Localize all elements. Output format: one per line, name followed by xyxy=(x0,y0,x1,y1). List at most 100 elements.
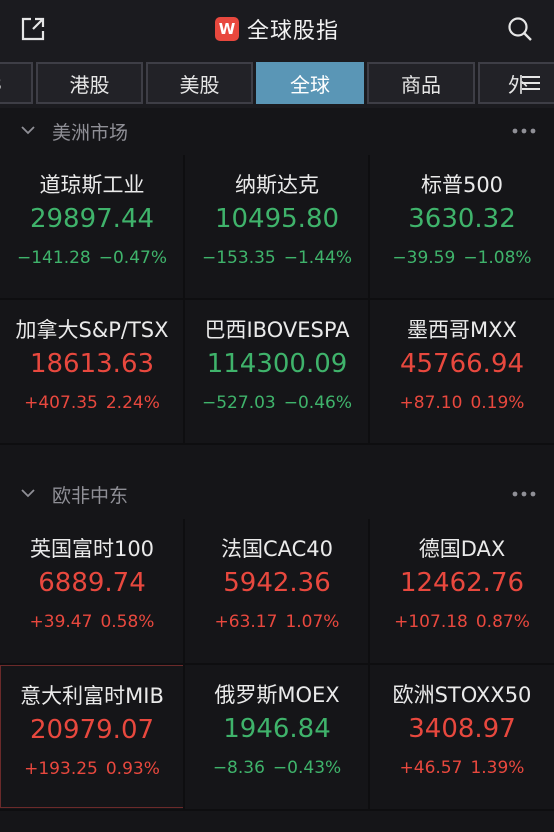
index-change-row: +407.35 2.24% xyxy=(0,393,184,413)
index-change-row: −153.35 −1.44% xyxy=(185,248,369,268)
index-price: 1946.84 xyxy=(223,714,331,744)
index-percent: 1.07% xyxy=(285,612,340,632)
grid-divider xyxy=(0,663,554,665)
index-change: +46.57 xyxy=(399,758,463,778)
index-cell[interactable]: 加拿大S&P/TSX 18613.63 +407.35 2.24% xyxy=(0,300,184,443)
chevron-down-icon xyxy=(21,489,35,498)
more-icon[interactable] xyxy=(512,491,536,497)
grid-divider xyxy=(0,298,554,300)
index-name: 道琼斯工业 xyxy=(39,173,145,197)
tab-forex[interactable]: 外 xyxy=(478,62,554,104)
index-change-row: −141.28 −0.47% xyxy=(0,248,184,268)
index-price: 5942.36 xyxy=(223,568,331,598)
index-change: −8.36 xyxy=(212,758,265,778)
index-cell[interactable]: 欧洲STOXX50 3408.97 +46.57 1.39% xyxy=(370,665,554,808)
share-icon[interactable] xyxy=(20,16,46,42)
index-change: −153.35 xyxy=(202,248,276,268)
index-name: 法国CAC40 xyxy=(220,537,334,561)
index-percent: −1.08% xyxy=(463,248,532,268)
section-header-americas[interactable]: 美洲市场 xyxy=(0,108,554,154)
chevron-down-icon xyxy=(21,126,35,135)
title-text: 全球股指 xyxy=(246,19,339,44)
index-name: 纳斯达克 xyxy=(235,173,319,197)
index-name: 德国DAX xyxy=(418,537,506,561)
index-change-row: +39.47 0.58% xyxy=(0,612,184,632)
index-percent: 2.24% xyxy=(105,393,160,413)
index-change-row: −8.36 −0.43% xyxy=(185,758,369,778)
index-change-row: +46.57 1.39% xyxy=(370,758,554,778)
index-name: 英国富时100 xyxy=(29,537,155,561)
tab-label: 外 xyxy=(508,72,528,97)
market-tabs: s 港股 美股 全球 商品 外 xyxy=(0,58,554,108)
index-percent: 0.93% xyxy=(105,759,160,779)
more-icon[interactable] xyxy=(512,128,536,134)
index-price: 20979.07 xyxy=(29,715,155,745)
index-price: 3630.32 xyxy=(408,204,516,234)
index-change: +407.35 xyxy=(24,393,98,413)
index-cell[interactable]: 纳斯达克 10495.80 −153.35 −1.44% xyxy=(185,155,369,298)
index-cell[interactable]: 德国DAX 12462.76 +107.18 0.87% xyxy=(370,519,554,662)
menu-icon[interactable] xyxy=(520,72,542,94)
index-cell[interactable]: 标普500 3630.32 −39.59 −1.08% xyxy=(370,155,554,298)
index-change: +87.10 xyxy=(399,393,463,413)
section-label: 欧非中东 xyxy=(52,484,129,507)
grid-divider xyxy=(0,443,554,445)
tab-commodities[interactable]: 商品 xyxy=(367,62,475,104)
tab-label: 美股 xyxy=(179,72,220,97)
index-change-row: +107.18 0.87% xyxy=(370,612,554,632)
index-name: 俄罗斯MOEX xyxy=(214,683,340,707)
index-cell[interactable]: 意大利富时MIB 20979.07 +193.25 0.93% xyxy=(0,665,184,808)
tab-previous[interactable]: s xyxy=(0,62,33,104)
index-price: 12462.76 xyxy=(399,568,525,598)
index-percent: −0.43% xyxy=(272,758,342,778)
index-price: 29897.44 xyxy=(29,204,155,234)
tab-us[interactable]: 美股 xyxy=(146,62,253,104)
index-name: 加拿大S&P/TSX xyxy=(15,318,169,342)
index-change-row: −39.59 −1.08% xyxy=(370,248,554,268)
index-cell[interactable]: 英国富时100 6889.74 +39.47 0.58% xyxy=(0,519,184,662)
tab-label: 全球 xyxy=(290,72,330,97)
index-change: +39.47 xyxy=(29,612,93,632)
index-name: 欧洲STOXX50 xyxy=(392,683,532,707)
index-price: 45766.94 xyxy=(399,349,525,379)
tab-label: 港股 xyxy=(69,72,110,97)
index-cell[interactable]: 墨西哥MXX 45766.94 +87.10 0.19% xyxy=(370,300,554,443)
tab-global[interactable]: 全球 xyxy=(256,62,364,104)
index-percent: 1.39% xyxy=(470,758,525,778)
index-cell[interactable]: 巴西IBOVESPA 114300.09 −527.03 −0.46% xyxy=(185,300,369,443)
index-change-row: +63.17 1.07% xyxy=(185,612,369,632)
index-price: 6889.74 xyxy=(38,568,146,598)
search-icon[interactable] xyxy=(506,15,534,43)
index-change: +193.25 xyxy=(24,759,98,779)
app-logo: W xyxy=(214,17,239,41)
index-percent: 0.19% xyxy=(470,393,525,413)
index-price: 3408.97 xyxy=(408,714,516,744)
index-change-row: −527.03 −0.46% xyxy=(185,393,369,413)
index-change: −39.59 xyxy=(392,248,456,268)
index-price: 18613.63 xyxy=(29,349,155,379)
app-header: W 全球股指 xyxy=(0,0,554,58)
index-percent: −1.44% xyxy=(283,248,352,268)
index-percent: 0.58% xyxy=(100,612,155,632)
section-header-emea[interactable]: 欧非中东 xyxy=(0,471,554,517)
tab-hk[interactable]: 港股 xyxy=(36,62,143,104)
page-title: W 全球股指 xyxy=(0,0,554,58)
index-price: 10495.80 xyxy=(214,204,340,234)
index-percent: 0.87% xyxy=(475,612,530,632)
grid-divider xyxy=(0,809,554,811)
index-price: 114300.09 xyxy=(206,349,348,379)
index-change: +107.18 xyxy=(394,612,468,632)
index-name: 墨西哥MXX xyxy=(407,318,517,342)
index-name: 标普500 xyxy=(420,173,504,197)
index-cell[interactable]: 道琼斯工业 29897.44 −141.28 −0.47% xyxy=(0,155,184,298)
index-name: 巴西IBOVESPA xyxy=(204,318,350,342)
index-change-row: +87.10 0.19% xyxy=(370,393,554,413)
index-cell[interactable]: 俄罗斯MOEX 1946.84 −8.36 −0.43% xyxy=(185,665,369,808)
index-percent: −0.46% xyxy=(283,393,352,413)
tab-label: 商品 xyxy=(401,72,441,97)
index-change-row: +193.25 0.93% xyxy=(1,759,183,779)
tab-label: s xyxy=(0,71,2,95)
index-name: 意大利富时MIB xyxy=(20,684,164,708)
index-cell[interactable]: 法国CAC40 5942.36 +63.17 1.07% xyxy=(185,519,369,662)
index-change: −141.28 xyxy=(17,248,91,268)
